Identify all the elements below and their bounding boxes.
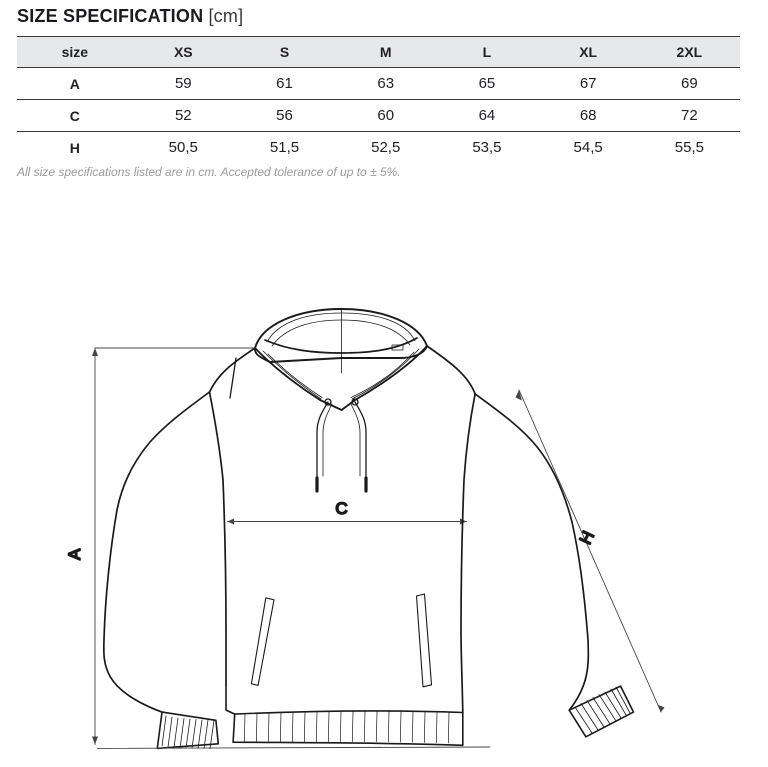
svg-text:A: A — [65, 548, 84, 560]
svg-text:C: C — [335, 499, 347, 518]
svg-text:H: H — [576, 528, 598, 547]
